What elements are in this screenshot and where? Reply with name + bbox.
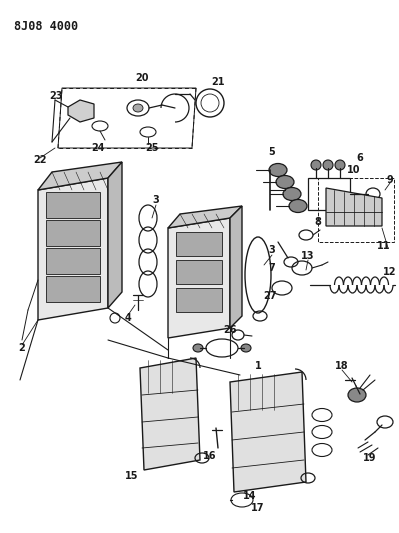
Text: 16: 16	[203, 451, 217, 461]
Text: 12: 12	[383, 267, 397, 277]
Ellipse shape	[133, 104, 143, 112]
Text: 7: 7	[269, 263, 275, 273]
Bar	[176, 232, 222, 256]
Text: 8J08 4000: 8J08 4000	[14, 20, 78, 33]
Bar	[176, 288, 222, 312]
Text: 4: 4	[124, 313, 131, 323]
Text: 23: 23	[49, 91, 63, 101]
Text: 2: 2	[19, 343, 26, 353]
Bar	[318, 178, 394, 242]
Text: 8: 8	[314, 217, 322, 227]
Text: 18: 18	[335, 361, 349, 371]
Text: 10: 10	[347, 165, 361, 175]
Text: 22: 22	[33, 155, 47, 165]
Ellipse shape	[283, 188, 301, 200]
Text: 27: 27	[263, 291, 277, 301]
Polygon shape	[326, 188, 382, 226]
Text: 25: 25	[145, 143, 159, 153]
Ellipse shape	[269, 164, 287, 176]
Ellipse shape	[241, 344, 251, 352]
Text: 24: 24	[91, 143, 105, 153]
Text: 26: 26	[223, 325, 237, 335]
Polygon shape	[230, 372, 306, 492]
Text: 13: 13	[301, 251, 315, 261]
Text: 15: 15	[125, 471, 139, 481]
Text: 19: 19	[363, 453, 377, 463]
Text: 11: 11	[377, 241, 391, 251]
Text: 3: 3	[153, 195, 159, 205]
Bar	[46, 248, 100, 274]
Text: 21: 21	[211, 77, 225, 87]
Ellipse shape	[193, 344, 203, 352]
Text: 20: 20	[135, 73, 149, 83]
Text: 6: 6	[357, 153, 363, 163]
Polygon shape	[38, 178, 108, 320]
Text: 9: 9	[387, 175, 393, 185]
Text: 1: 1	[255, 361, 261, 371]
Ellipse shape	[289, 199, 307, 213]
Polygon shape	[108, 162, 122, 308]
Ellipse shape	[276, 175, 294, 189]
Ellipse shape	[323, 160, 333, 170]
Text: 5: 5	[269, 147, 275, 157]
Text: 3: 3	[269, 245, 275, 255]
Ellipse shape	[348, 388, 366, 402]
Ellipse shape	[335, 160, 345, 170]
Text: 14: 14	[243, 491, 257, 501]
Text: 17: 17	[251, 503, 265, 513]
Ellipse shape	[311, 160, 321, 170]
Bar	[176, 260, 222, 284]
Polygon shape	[38, 162, 122, 190]
Polygon shape	[140, 358, 200, 470]
Polygon shape	[168, 218, 230, 338]
Bar	[46, 220, 100, 246]
Polygon shape	[230, 206, 242, 328]
Bar	[46, 192, 100, 218]
Polygon shape	[168, 206, 242, 228]
Bar	[46, 276, 100, 302]
Bar	[308, 178, 350, 210]
Polygon shape	[68, 100, 94, 122]
